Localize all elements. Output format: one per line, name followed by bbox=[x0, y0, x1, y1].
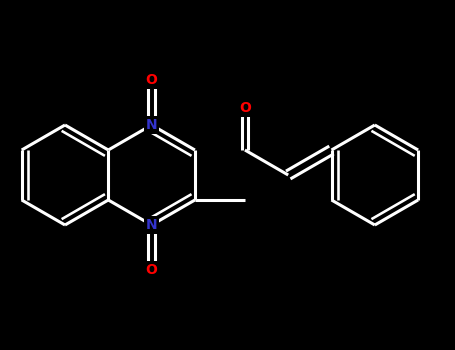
Text: O: O bbox=[146, 73, 157, 87]
Text: O: O bbox=[146, 263, 157, 277]
Text: O: O bbox=[239, 100, 251, 114]
Text: N: N bbox=[146, 218, 157, 232]
Text: N: N bbox=[146, 118, 157, 132]
